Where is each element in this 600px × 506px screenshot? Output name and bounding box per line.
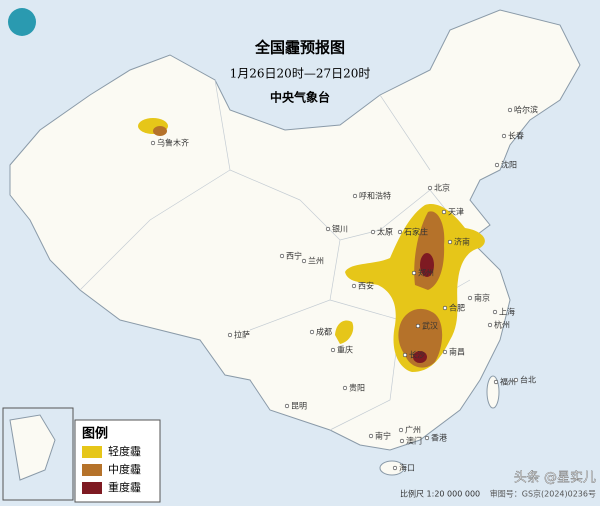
city-label: 昆明 <box>291 402 307 411</box>
city-label: 南宁 <box>375 431 391 441</box>
city-dot <box>447 239 453 245</box>
city-label: 香港 <box>431 433 447 443</box>
city-label: 澳门 <box>406 436 422 446</box>
city-label: 南昌 <box>449 347 465 357</box>
city-dot <box>368 433 374 439</box>
city-dot <box>309 329 315 335</box>
issuer: 中央气象台 <box>270 90 330 105</box>
city-dot <box>424 435 430 441</box>
city-label: 合肥 <box>449 303 465 313</box>
city-label: 西安 <box>358 281 374 291</box>
city-label: 太原 <box>377 227 393 237</box>
city-label: 长春 <box>508 131 524 141</box>
city-dot <box>467 295 473 301</box>
city-label: 贵阳 <box>349 383 365 393</box>
city-dot <box>442 349 448 355</box>
city-label: 台北 <box>520 375 536 385</box>
subtitle: 1月26日20时—27日20时 <box>230 67 371 81</box>
inset-land <box>9 414 56 481</box>
scale: 比例尺 1:20 000 000 <box>400 489 480 499</box>
city-dot <box>342 385 348 391</box>
city-dot <box>352 193 358 199</box>
city-dot <box>507 107 513 113</box>
city-label: 北京 <box>434 183 450 193</box>
city-label: 石家庄 <box>404 227 428 237</box>
city-label: 南京 <box>474 293 490 303</box>
city-dot <box>441 209 447 215</box>
logo <box>8 8 36 36</box>
city-label: 成都 <box>316 327 332 337</box>
city-label: 杭州 <box>494 320 510 330</box>
city-dot <box>492 309 498 315</box>
city-dot <box>370 229 376 235</box>
legend-title: 图例 <box>82 426 108 442</box>
watermark: 头条 @星实儿 <box>514 470 596 486</box>
city-label: 海口 <box>399 463 415 473</box>
city-label: 乌鲁木齐 <box>157 138 189 148</box>
city-label: 武汉 <box>422 321 438 331</box>
city-label: 哈尔滨 <box>514 105 538 115</box>
legend-label: 重度霾 <box>108 480 141 494</box>
city-dot <box>493 379 499 385</box>
city-label: 呼和浩特 <box>359 191 391 201</box>
city-dot <box>351 283 357 289</box>
city-label: 长沙 <box>409 350 425 360</box>
city-label: 郑州 <box>418 268 434 278</box>
city-dot <box>494 162 500 168</box>
city-label: 拉萨 <box>234 330 250 340</box>
city-label: 上海 <box>499 307 515 317</box>
haze-medium <box>398 211 445 368</box>
city-dot <box>427 185 433 191</box>
city-label: 西宁 <box>286 251 302 261</box>
haze-heavy <box>420 253 434 277</box>
haze-heavy <box>413 351 427 363</box>
city-dot <box>301 258 307 264</box>
city-dot <box>487 322 493 328</box>
city-dot <box>227 332 233 338</box>
approval: 审图号：GS京(2024)0236号 <box>490 489 596 499</box>
city-dot <box>279 253 285 259</box>
hainan <box>379 460 405 476</box>
city-label: 福州 <box>500 378 516 387</box>
city-label: 银川 <box>332 224 348 234</box>
legend-swatch <box>82 482 102 494</box>
city-dot <box>150 140 156 146</box>
city-label: 天津 <box>448 207 464 217</box>
haze-light <box>345 204 485 372</box>
city-dot <box>284 403 290 409</box>
city-label: 重庆 <box>337 345 353 355</box>
city-dot <box>411 270 417 276</box>
city-dot <box>402 352 408 358</box>
legend-label: 轻度霾 <box>108 444 141 458</box>
city-dot <box>442 305 448 311</box>
legend-swatch <box>82 446 102 458</box>
city-label: 沈阳 <box>501 160 517 170</box>
city-dot <box>330 347 336 353</box>
haze-medium <box>153 126 167 136</box>
city-dot <box>392 465 398 471</box>
legend-label: 中度霾 <box>108 462 141 476</box>
title: 全国霾预报图 <box>254 39 345 57</box>
haze-light <box>335 320 354 344</box>
city-dot <box>398 427 404 433</box>
city-dot <box>399 438 405 444</box>
city-label: 济南 <box>454 237 470 247</box>
city-label: 广州 <box>405 425 421 435</box>
city-dot <box>325 226 331 232</box>
city-dot <box>513 377 519 383</box>
haze-areas <box>138 118 485 372</box>
city-dot <box>415 323 421 329</box>
city-dot <box>501 133 507 139</box>
city-dot <box>397 229 403 235</box>
city-label: 兰州 <box>308 256 324 266</box>
legend-swatch <box>82 464 102 476</box>
